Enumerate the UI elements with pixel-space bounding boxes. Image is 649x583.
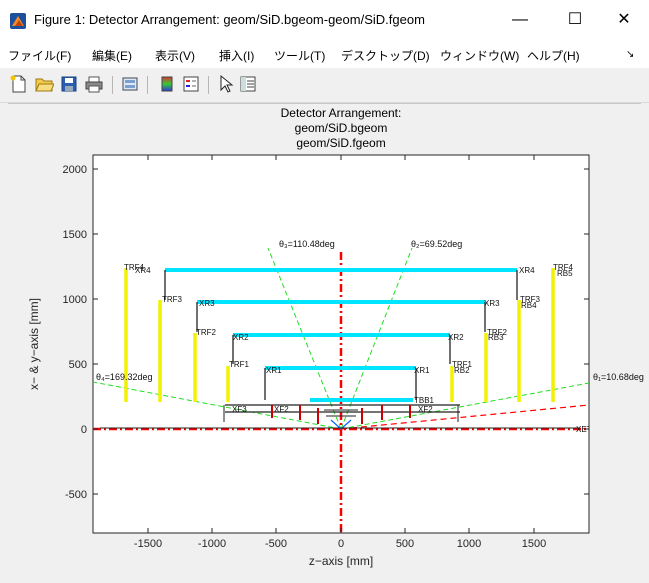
x-tick-label: 500	[396, 538, 414, 550]
menu-edit[interactable]: 編集(E)	[92, 49, 132, 63]
y-tick-label: 0	[81, 424, 87, 436]
y-tick-label: 2000	[63, 164, 87, 176]
colorbar-icon[interactable]	[157, 74, 177, 94]
theta4-line	[93, 381, 342, 430]
label-trf2-right: TRF2	[487, 328, 508, 337]
menu-file[interactable]: ファイル(F)	[8, 49, 72, 63]
plot-title-line1: Detector Arrangement:	[281, 106, 402, 120]
label-trf3-right: TRF3	[520, 295, 541, 304]
plot-title-line3: geom/SiD.fgeom	[296, 136, 385, 150]
label-xf2-left: XF2	[274, 405, 289, 414]
label-rb3: RB3	[488, 333, 504, 342]
toolbar-separator	[147, 76, 148, 94]
label-xr4-right: XR4	[519, 266, 535, 275]
x-tick-label: -1000	[198, 538, 226, 550]
menu-bar: ファイル(F) 編集(E) 表示(V) 挿入(I) ツール(T) デスクトップ(…	[0, 40, 649, 68]
label-theta3: θ₃=110.48deg	[279, 239, 335, 249]
label-xr1-right: XR1	[414, 366, 430, 375]
pointer-icon[interactable]	[216, 74, 236, 94]
label-xr2-left: XR2	[233, 333, 249, 342]
y-tick-label: 500	[69, 359, 87, 371]
label-theta1: θ₁=10.68deg	[593, 372, 644, 382]
toolbar-separator	[208, 76, 209, 94]
label-xf3-left: XF3	[232, 405, 247, 414]
menu-tools[interactable]: ツール(T)	[274, 49, 326, 63]
x-tick-label: 0	[338, 538, 344, 550]
x-tick-label: -1500	[134, 538, 162, 550]
open-folder-icon[interactable]	[34, 74, 55, 94]
window-title: Figure 1: Detector Arrangement: geom/SiD…	[34, 12, 425, 27]
label-xr2-right: XR2	[448, 333, 464, 342]
menu-help[interactable]: ヘルプ(H)	[527, 49, 580, 63]
y-tick-label: 1500	[63, 229, 87, 241]
menu-window[interactable]: ウィンドウ(W)	[440, 49, 520, 63]
label-tbb1: TBB1	[414, 396, 435, 405]
label-xet: XET	[576, 425, 592, 434]
label-rb2: RB2	[454, 366, 470, 375]
label-trf4-right: TRF4	[553, 263, 574, 272]
label-xr1-left: XR1	[266, 366, 282, 375]
label-xr3-left: XR3	[199, 299, 215, 308]
new-figure-icon[interactable]	[9, 74, 29, 94]
menu-view[interactable]: 表示(V)	[155, 49, 195, 63]
toolbar-separator	[112, 76, 113, 94]
x-axis-label: z−axis [mm]	[309, 554, 373, 568]
y-tick-label: -500	[65, 489, 87, 501]
y-axis-label: x− & y−axis [mm]	[27, 298, 41, 390]
label-xf2-right: XF2	[418, 405, 433, 414]
toolbar-divider	[8, 103, 641, 104]
menu-overflow-icon[interactable]: ↘	[626, 49, 635, 60]
toolbar	[0, 68, 649, 103]
legend-icon[interactable]	[181, 74, 201, 94]
label-trf4-left: TRF4	[124, 263, 145, 272]
save-icon[interactable]	[59, 74, 79, 94]
label-xr3-right: XR3	[484, 299, 500, 308]
label-theta4: θ₄=169.32deg	[96, 372, 152, 382]
label-xr4-left: XR4	[135, 266, 151, 275]
label-theta2: θ₂=69.52deg	[411, 239, 462, 249]
x-tick-label: -500	[265, 538, 287, 550]
x-tick-label: 1500	[522, 538, 546, 550]
y-tick-label: 1000	[63, 294, 87, 306]
menu-insert[interactable]: 挿入(I)	[219, 49, 255, 63]
maximize-button[interactable]: ☐	[567, 11, 583, 28]
matlab-app-icon	[10, 13, 26, 29]
window-titlebar: Figure 1: Detector Arrangement: geom/SiD…	[0, 0, 649, 40]
label-rb4: RB4	[521, 301, 537, 310]
label-trf1-left: TRF1	[229, 360, 250, 369]
minimize-button[interactable]: —	[512, 11, 528, 28]
x-tick-label: 1000	[457, 538, 481, 550]
red-angle-line	[340, 404, 589, 430]
property-inspector-icon[interactable]	[238, 74, 258, 94]
label-rb5: RB5	[557, 269, 573, 278]
print-icon[interactable]	[84, 74, 104, 94]
label-trf3-left: TRF3	[162, 295, 183, 304]
menu-desktop[interactable]: デスクトップ(D)	[341, 49, 430, 63]
label-trf2-left: TRF2	[196, 328, 217, 337]
theta1-line	[340, 382, 589, 430]
link-plot-icon[interactable]	[120, 74, 140, 94]
label-trf1-right: TRF1	[452, 360, 473, 369]
plot-title-line2: geom/SiD.bgeom	[295, 121, 388, 135]
close-button[interactable]: ✕	[617, 11, 631, 28]
